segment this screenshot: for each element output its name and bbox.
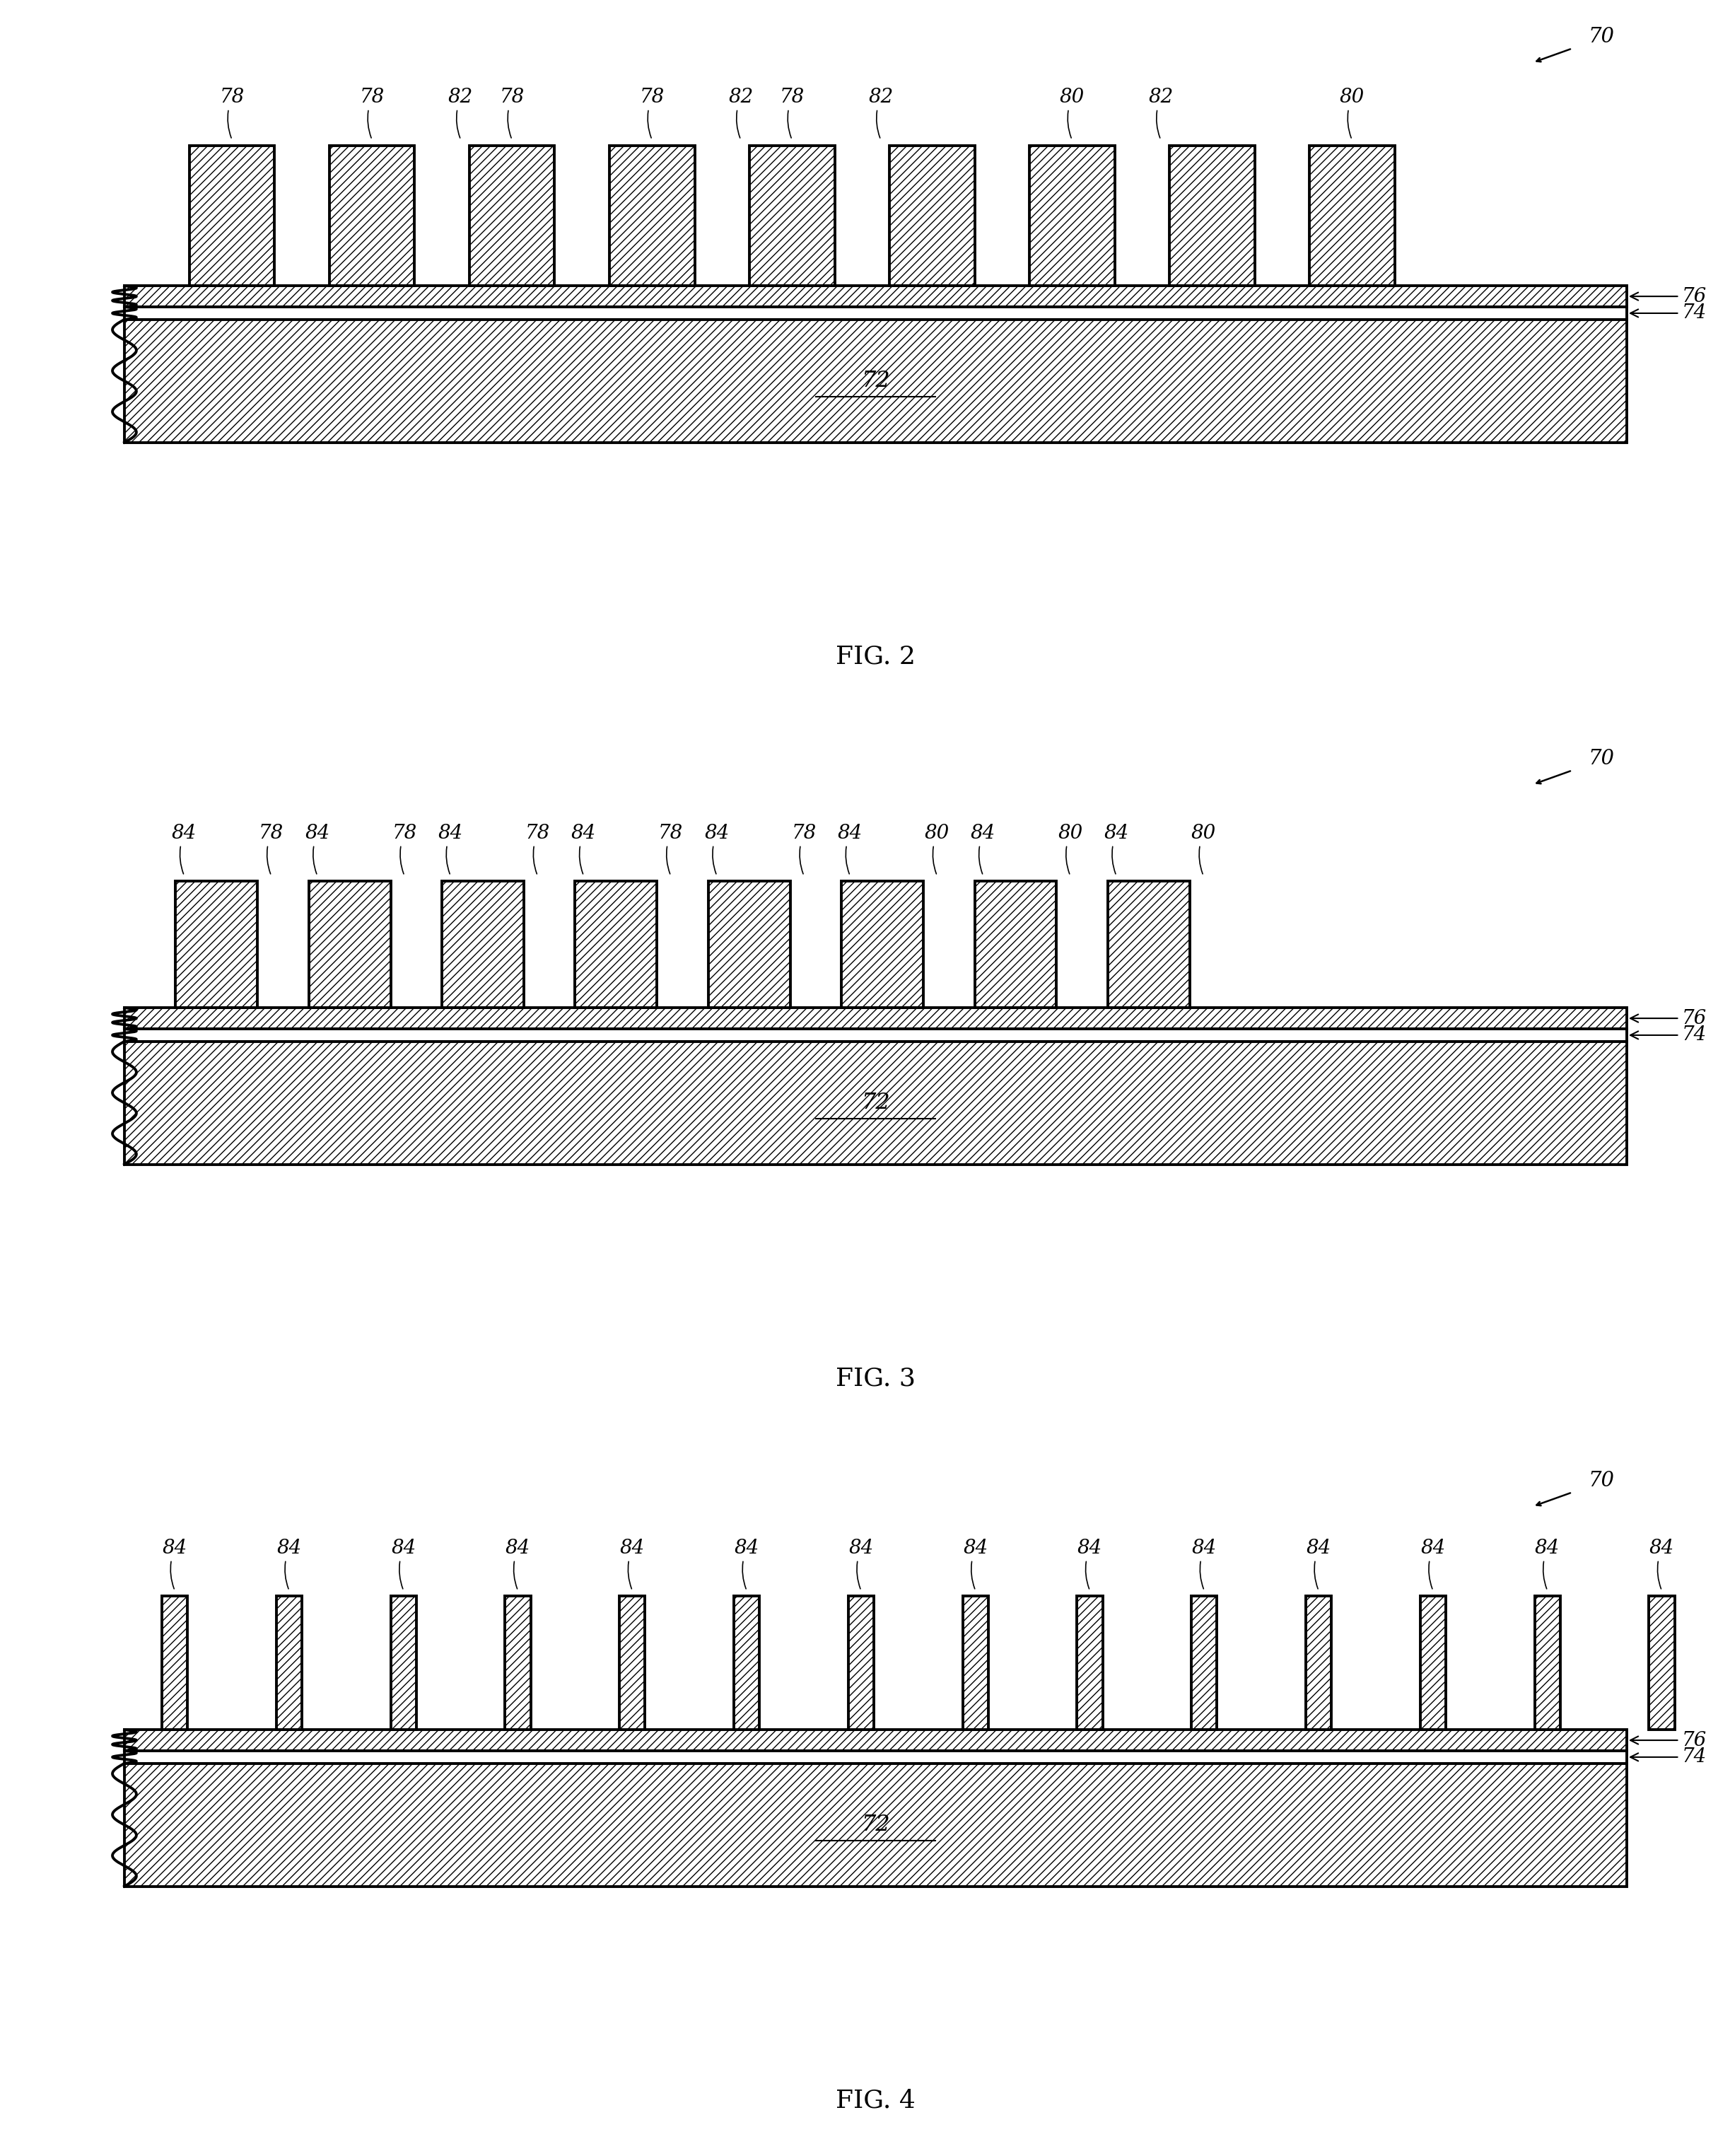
Bar — [277, 1595, 302, 1729]
Text: 70: 70 — [1587, 748, 1615, 768]
Text: 78: 78 — [220, 88, 244, 138]
Bar — [1108, 882, 1191, 1007]
Text: 84: 84 — [304, 824, 330, 873]
Text: 84: 84 — [392, 1539, 416, 1589]
Text: 84: 84 — [1192, 1539, 1216, 1589]
Bar — [175, 882, 258, 1007]
Text: 78: 78 — [526, 824, 550, 873]
Text: 80: 80 — [1340, 88, 1364, 138]
Bar — [469, 144, 555, 287]
Bar — [708, 882, 790, 1007]
Text: 72: 72 — [861, 1813, 890, 1835]
Text: 70: 70 — [1587, 1470, 1615, 1490]
Text: 78: 78 — [658, 824, 684, 873]
Text: 84: 84 — [849, 1539, 873, 1589]
Text: 84: 84 — [620, 1539, 644, 1589]
Bar — [610, 144, 694, 287]
Bar — [124, 1007, 1627, 1028]
Bar — [734, 1595, 759, 1729]
Text: 84: 84 — [277, 1539, 302, 1589]
Text: 84: 84 — [438, 824, 462, 873]
Text: 84: 84 — [734, 1539, 759, 1589]
Text: 74: 74 — [1630, 1749, 1706, 1766]
Bar — [1306, 1595, 1331, 1729]
Text: 80: 80 — [1060, 88, 1084, 138]
Text: 84: 84 — [704, 824, 728, 873]
Text: 84: 84 — [1306, 1539, 1331, 1589]
Bar — [962, 1595, 988, 1729]
Bar — [124, 1751, 1627, 1764]
Text: 72: 72 — [861, 371, 890, 392]
Bar — [1309, 144, 1395, 287]
Text: 82: 82 — [1148, 88, 1173, 138]
Text: 78: 78 — [359, 88, 385, 138]
Bar — [1191, 1595, 1216, 1729]
Text: 84: 84 — [1649, 1539, 1675, 1589]
Bar — [161, 1595, 187, 1729]
Text: 84: 84 — [971, 824, 996, 873]
Text: 84: 84 — [172, 824, 196, 873]
Text: 84: 84 — [570, 824, 596, 873]
Bar — [1421, 1595, 1447, 1729]
Bar — [849, 1595, 874, 1729]
Bar — [124, 287, 1627, 306]
Text: 82: 82 — [448, 88, 472, 138]
Bar — [890, 144, 974, 287]
Text: 72: 72 — [861, 1091, 890, 1115]
Text: 84: 84 — [161, 1539, 187, 1589]
Bar — [620, 1595, 646, 1729]
Bar — [842, 882, 923, 1007]
Text: 76: 76 — [1630, 1731, 1706, 1751]
Text: FIG. 3: FIG. 3 — [835, 1367, 916, 1391]
Bar — [1077, 1595, 1103, 1729]
Bar — [505, 1595, 531, 1729]
Text: FIG. 2: FIG. 2 — [835, 645, 916, 668]
Text: 78: 78 — [792, 824, 816, 873]
Text: 74: 74 — [1630, 1026, 1706, 1046]
Bar — [189, 144, 275, 287]
Bar — [974, 882, 1057, 1007]
Text: FIG. 4: FIG. 4 — [835, 2089, 916, 2113]
Text: 82: 82 — [868, 88, 893, 138]
Text: 84: 84 — [1077, 1539, 1103, 1589]
Bar — [124, 1041, 1627, 1164]
Bar — [124, 319, 1627, 442]
Bar — [1029, 144, 1115, 287]
Text: 78: 78 — [780, 88, 804, 138]
Text: 84: 84 — [1105, 824, 1129, 873]
Bar — [309, 882, 390, 1007]
Text: 82: 82 — [728, 88, 752, 138]
Bar — [124, 1729, 1627, 1751]
Text: 80: 80 — [1058, 824, 1082, 873]
Bar — [124, 1028, 1627, 1041]
Bar — [330, 144, 414, 287]
Bar — [1534, 1595, 1560, 1729]
Bar — [1649, 1595, 1675, 1729]
Text: 84: 84 — [1534, 1539, 1560, 1589]
Bar — [442, 882, 524, 1007]
Text: 74: 74 — [1630, 304, 1706, 323]
Bar — [124, 1764, 1627, 1886]
Text: 70: 70 — [1587, 26, 1615, 47]
Bar — [749, 144, 835, 287]
Text: 80: 80 — [924, 824, 950, 873]
Bar — [124, 306, 1627, 319]
Bar — [576, 882, 656, 1007]
Text: 78: 78 — [500, 88, 524, 138]
Bar — [390, 1595, 416, 1729]
Text: 84: 84 — [838, 824, 862, 873]
Text: 78: 78 — [639, 88, 665, 138]
Text: 84: 84 — [964, 1539, 988, 1589]
Text: 80: 80 — [1191, 824, 1216, 873]
Text: 78: 78 — [392, 824, 417, 873]
Text: 78: 78 — [259, 824, 283, 873]
Bar — [1170, 144, 1254, 287]
Text: 76: 76 — [1630, 287, 1706, 306]
Text: 76: 76 — [1630, 1009, 1706, 1028]
Text: 84: 84 — [1421, 1539, 1445, 1589]
Text: 84: 84 — [505, 1539, 531, 1589]
